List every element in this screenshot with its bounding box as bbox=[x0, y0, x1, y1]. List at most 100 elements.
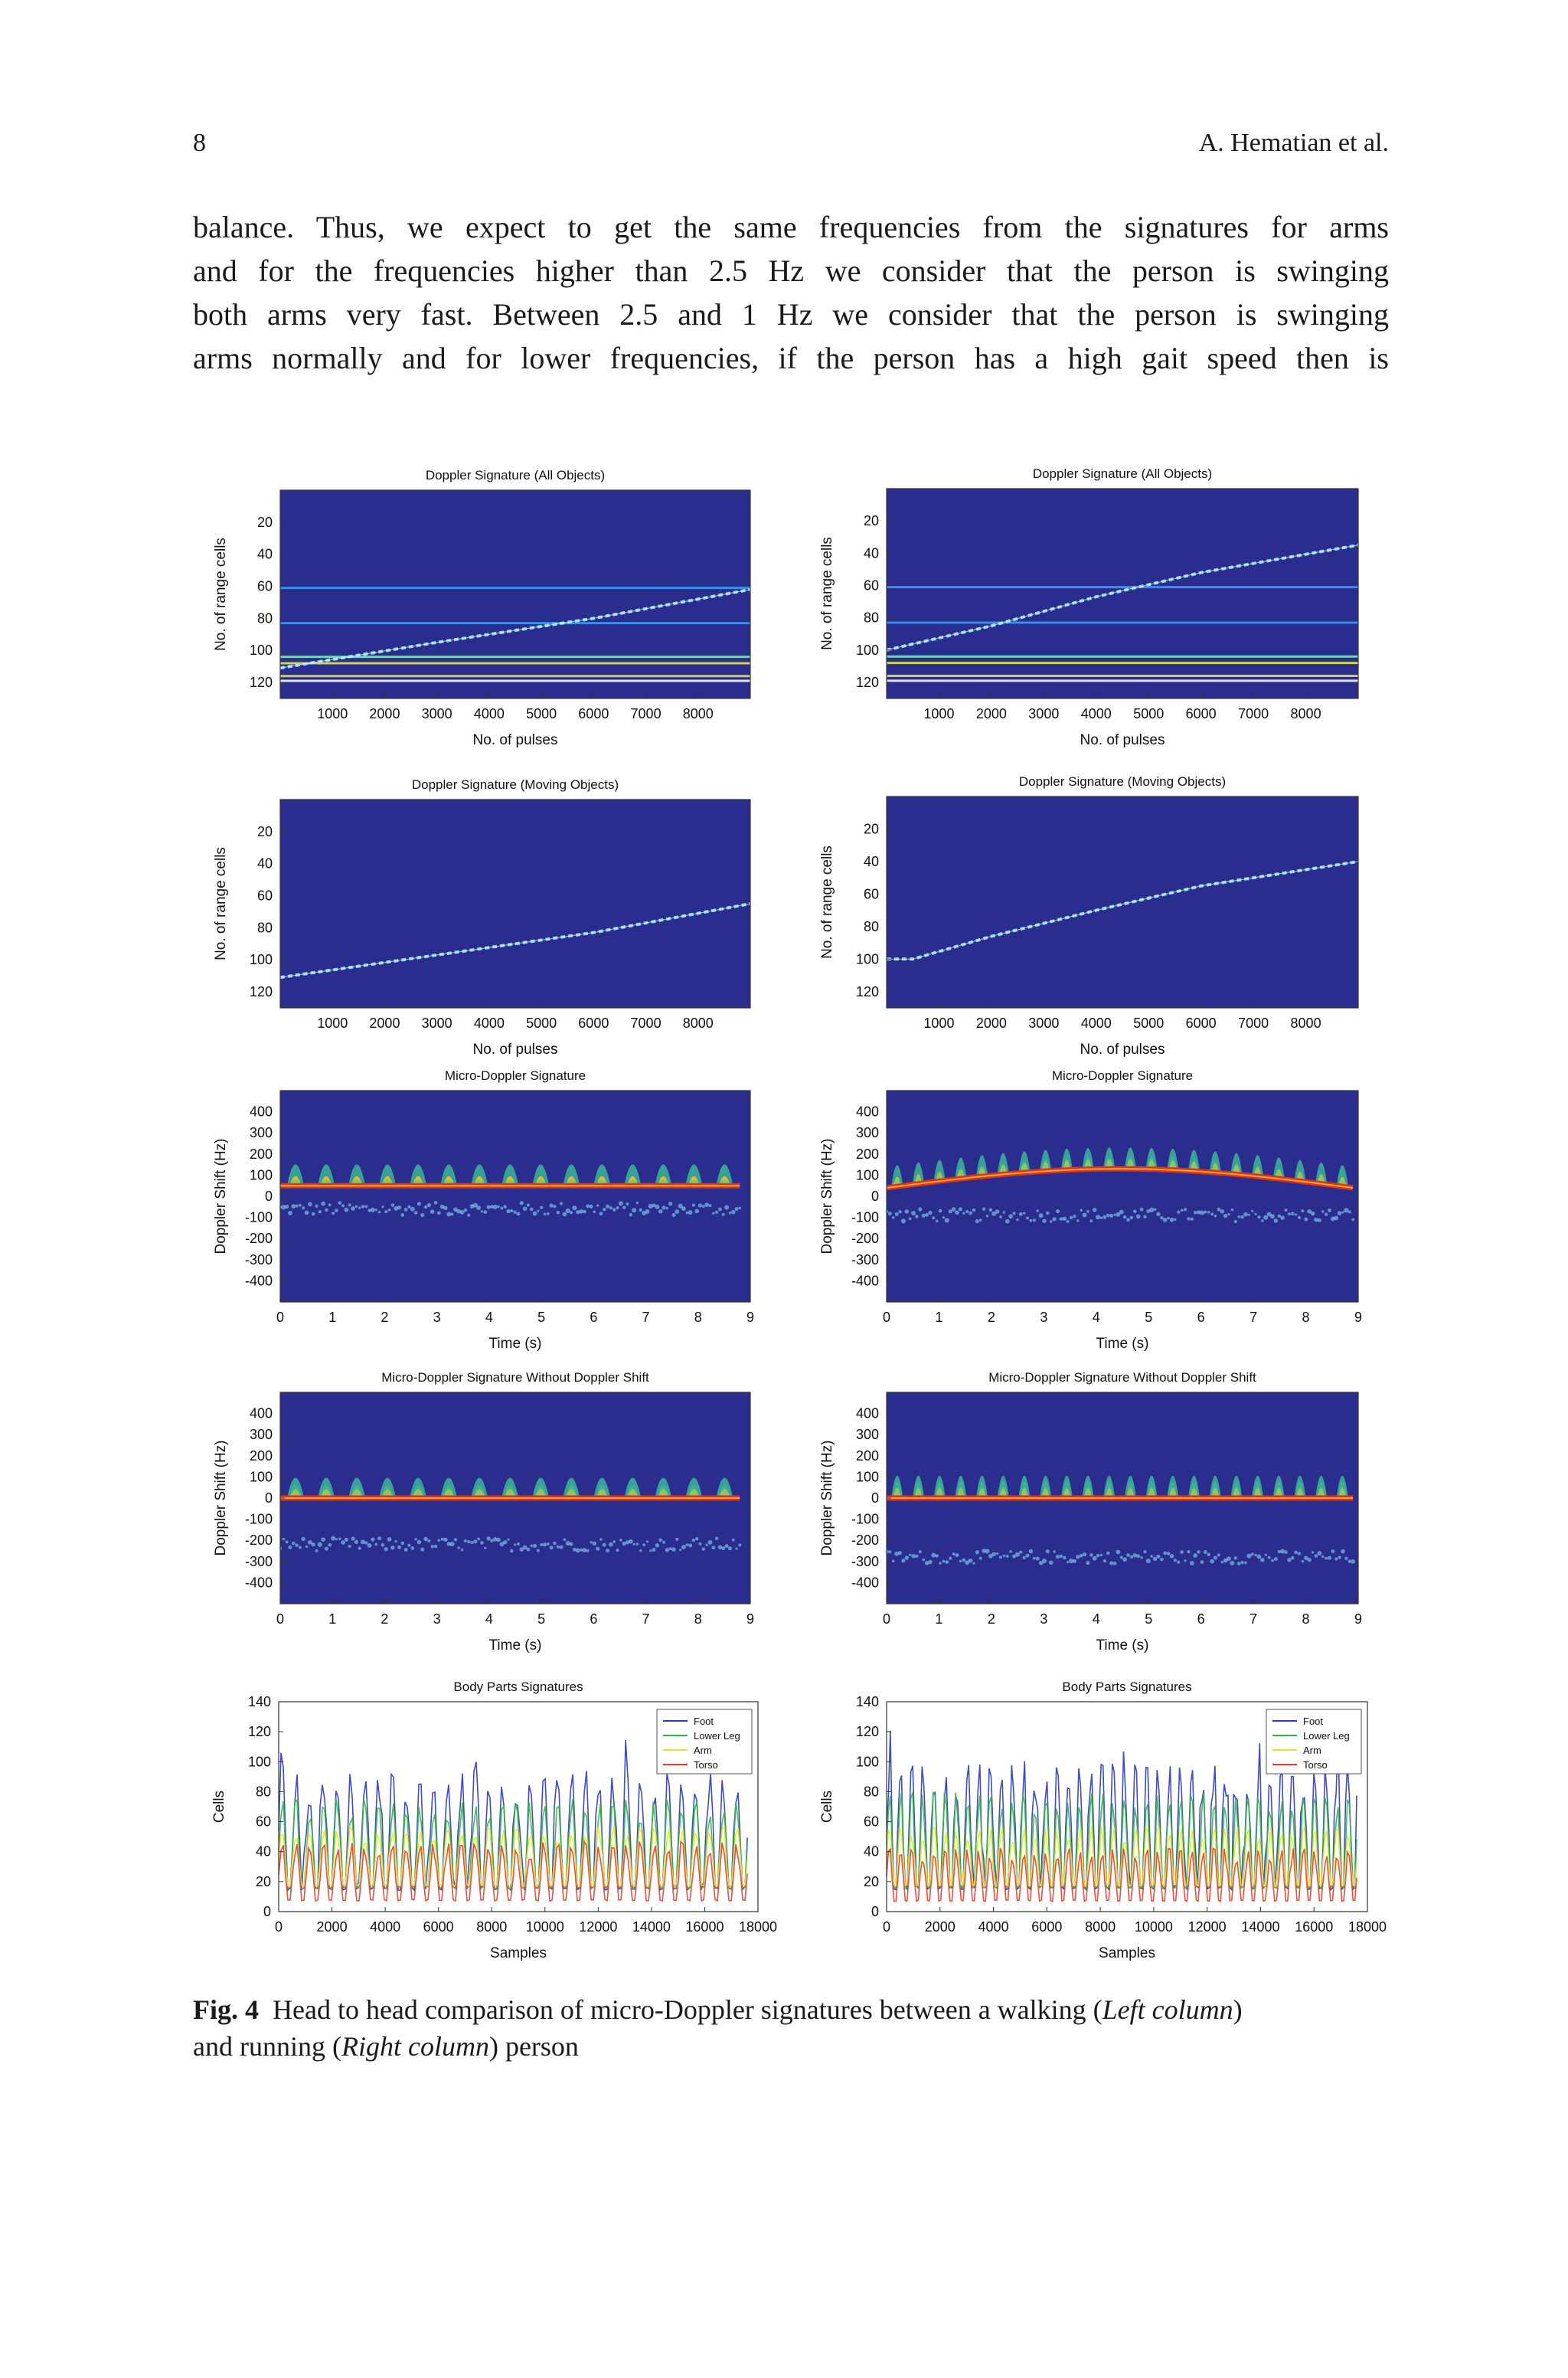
micro-doppler-speck bbox=[480, 1210, 484, 1213]
micro-doppler-speck bbox=[1169, 1217, 1174, 1222]
y-tick-label: -100 bbox=[851, 1210, 879, 1225]
micro-doppler-speck bbox=[1266, 1212, 1272, 1217]
micro-doppler-lower-lobe bbox=[1210, 1160, 1220, 1173]
micro-doppler-speck bbox=[1287, 1558, 1292, 1562]
x-tick-label: 6 bbox=[590, 1611, 597, 1627]
x-tick-label: 6000 bbox=[578, 1016, 609, 1031]
y-tick-label: 100 bbox=[856, 1167, 879, 1182]
x-tick-label: 16000 bbox=[1295, 1919, 1333, 1935]
micro-doppler-speck bbox=[592, 1541, 597, 1546]
x-tick-label: 2000 bbox=[369, 1016, 400, 1031]
micro-doppler-speck bbox=[522, 1206, 528, 1212]
y-tick-label: 100 bbox=[250, 643, 273, 658]
micro-doppler-speck bbox=[891, 1216, 895, 1219]
micro-doppler-speck bbox=[292, 1541, 296, 1546]
x-tick-label: 7000 bbox=[631, 706, 662, 721]
micro-doppler-speck bbox=[318, 1210, 322, 1214]
micro-doppler-speck bbox=[1247, 1213, 1250, 1216]
y-tick-label: 0 bbox=[871, 1189, 879, 1204]
x-tick-label: 10000 bbox=[526, 1919, 564, 1935]
heatmap-content bbox=[884, 1475, 1356, 1565]
micro-doppler-speck bbox=[691, 1203, 695, 1207]
micro-doppler-speck bbox=[952, 1552, 956, 1556]
micro-doppler-burst bbox=[1336, 1165, 1348, 1187]
micro-doppler-burst bbox=[410, 1164, 427, 1186]
micro-doppler-burst bbox=[1294, 1160, 1306, 1182]
y-tick-label: -200 bbox=[245, 1532, 273, 1548]
micro-doppler-speck bbox=[1227, 1212, 1230, 1216]
micro-doppler-speck bbox=[1180, 1209, 1184, 1212]
micro-doppler-burst bbox=[1294, 1475, 1306, 1498]
micro-doppler-speck bbox=[1132, 1553, 1138, 1558]
micro-doppler-speck bbox=[658, 1209, 663, 1214]
micro-doppler-speck bbox=[540, 1205, 544, 1209]
micro-doppler-burst bbox=[1251, 1475, 1264, 1498]
micro-doppler-burst bbox=[997, 1475, 1009, 1498]
micro-doppler-speck bbox=[572, 1205, 577, 1211]
micro-doppler-lower-lobe bbox=[442, 1485, 456, 1498]
micro-doppler-speck bbox=[1049, 1220, 1053, 1223]
y-tick-label: 120 bbox=[248, 1724, 271, 1739]
x-tick-label: 3000 bbox=[1028, 706, 1059, 721]
micro-doppler-speck bbox=[536, 1549, 540, 1552]
y-tick-label: 60 bbox=[864, 577, 879, 593]
micro-doppler-speck bbox=[1022, 1212, 1026, 1215]
y-tick-label: 20 bbox=[257, 515, 273, 530]
micro-doppler-speck bbox=[423, 1536, 428, 1542]
y-tick-label: 300 bbox=[856, 1427, 879, 1442]
micro-doppler-speck bbox=[648, 1203, 653, 1209]
micro-doppler-speck bbox=[1280, 1549, 1285, 1554]
micro-doppler-speck bbox=[658, 1538, 663, 1542]
micro-doppler-speck bbox=[1113, 1213, 1116, 1216]
micro-doppler-speck bbox=[449, 1542, 455, 1547]
micro-doppler-speck bbox=[606, 1204, 610, 1209]
micro-doppler-speck bbox=[712, 1212, 715, 1215]
micro-doppler-speck bbox=[291, 1204, 296, 1209]
y-tick-label: 140 bbox=[856, 1694, 879, 1709]
micro-doppler-speck bbox=[1348, 1210, 1351, 1214]
micro-doppler-speck bbox=[1190, 1217, 1194, 1221]
x-tick-label: 5000 bbox=[1133, 706, 1164, 721]
micro-doppler-speck bbox=[1341, 1549, 1345, 1554]
micro-doppler-speck bbox=[1046, 1211, 1050, 1215]
micro-doppler-burst bbox=[532, 1477, 550, 1498]
micro-doppler-speck bbox=[928, 1559, 933, 1565]
y-tick-label: -400 bbox=[245, 1273, 273, 1288]
x-tick-label: 4 bbox=[1093, 1310, 1100, 1325]
micro-doppler-speck bbox=[559, 1545, 564, 1549]
micro-doppler-speck bbox=[315, 1549, 318, 1552]
x-tick-label: 10000 bbox=[1135, 1919, 1173, 1935]
x-tick-label: 1 bbox=[935, 1611, 942, 1627]
micro-doppler-speck bbox=[1012, 1212, 1016, 1215]
micro-doppler-speck bbox=[701, 1205, 705, 1209]
micro-doppler-lower-lobe bbox=[534, 1485, 548, 1498]
y-axis-label: Doppler Shift (Hz) bbox=[819, 1139, 835, 1254]
x-tick-label: 2 bbox=[988, 1611, 995, 1627]
micro-doppler-speck bbox=[1019, 1550, 1023, 1554]
micro-doppler-lower-lobe bbox=[656, 1485, 671, 1498]
micro-doppler-speck bbox=[580, 1548, 583, 1552]
series-arm bbox=[886, 1826, 1357, 1887]
torso-doppler-line-core bbox=[886, 1168, 1354, 1189]
micro-doppler-speck bbox=[908, 1217, 912, 1221]
micro-doppler-speck bbox=[1311, 1551, 1315, 1554]
micro-doppler-speck bbox=[958, 1207, 962, 1212]
micro-doppler-speck bbox=[453, 1538, 458, 1542]
x-axis-label: Samples bbox=[490, 1945, 547, 1961]
micro-doppler-speck bbox=[328, 1542, 332, 1547]
micro-doppler-speck bbox=[526, 1203, 531, 1207]
micro-doppler-speck bbox=[1018, 1212, 1023, 1216]
micro-doppler-speck bbox=[928, 1210, 933, 1215]
x-tick-label: 5 bbox=[1145, 1611, 1152, 1627]
micro-doppler-speck bbox=[370, 1207, 375, 1212]
y-axis-label: No. of range cells bbox=[213, 538, 229, 651]
micro-doppler-speck bbox=[403, 1548, 408, 1552]
legend-entry: Foot bbox=[1303, 1716, 1323, 1727]
micro-doppler-speck bbox=[473, 1539, 478, 1544]
micro-doppler-speck bbox=[1135, 1214, 1141, 1219]
page-number: 8 bbox=[193, 129, 206, 157]
micro-doppler-speck bbox=[1307, 1558, 1312, 1562]
micro-doppler-speck bbox=[537, 1209, 540, 1212]
micro-doppler-speck bbox=[1177, 1560, 1181, 1564]
micro-doppler-speck bbox=[622, 1205, 626, 1209]
